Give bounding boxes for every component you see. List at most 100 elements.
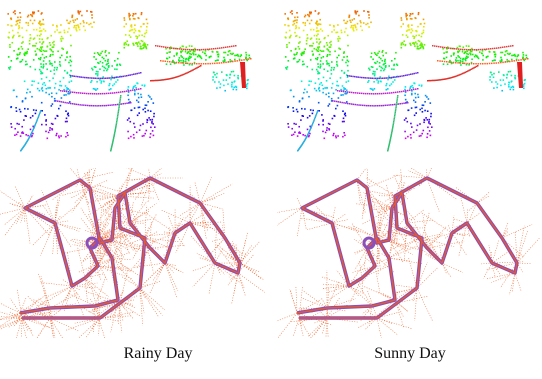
scan-ray	[119, 302, 142, 317]
lidar-point	[367, 104, 370, 107]
lidar-point	[180, 59, 182, 62]
lidar-point	[100, 82, 102, 84]
lidar-point	[137, 45, 139, 47]
scan-ray	[21, 317, 33, 332]
lidar-point	[41, 23, 43, 25]
lidar-point	[141, 84, 143, 87]
lidar-point	[42, 28, 45, 30]
lidar-point	[32, 132, 34, 135]
lidar-point	[185, 62, 188, 65]
lidar-point	[319, 49, 322, 52]
scan-ray	[214, 262, 221, 271]
lidar-point	[459, 59, 461, 62]
lidar-point	[473, 55, 476, 58]
lidar-point	[119, 96, 122, 99]
lidar-point	[163, 46, 165, 48]
lidar-point	[508, 45, 510, 48]
lidar-point	[151, 122, 153, 124]
lidar-point	[354, 103, 356, 106]
scan-ray	[54, 205, 57, 224]
lidar-point	[344, 22, 347, 24]
lidar-point	[131, 29, 134, 31]
lidar-point	[65, 135, 67, 138]
scan-ray	[54, 222, 60, 251]
lidar-point	[248, 54, 250, 57]
lidar-point	[213, 48, 215, 50]
lidar-point	[8, 37, 10, 39]
lidar-point	[31, 115, 34, 117]
lidar-point	[25, 142, 27, 144]
lidar-point	[367, 81, 369, 83]
lidar-point	[29, 65, 32, 68]
scan-ray	[77, 247, 86, 279]
lidar-point	[221, 47, 223, 49]
lidar-point	[367, 11, 370, 13]
lidar-point	[67, 114, 70, 117]
scan-ray	[367, 199, 393, 209]
lidar-point	[122, 75, 124, 78]
lidar-point	[75, 24, 78, 27]
lidar-point	[189, 52, 191, 55]
lidar-point	[110, 150, 112, 152]
lidar-point	[203, 52, 206, 54]
scan-ray	[99, 315, 132, 319]
lidar-point	[129, 74, 131, 76]
lidar-point	[322, 50, 325, 52]
scan-ray	[111, 239, 129, 251]
scan-ray	[99, 233, 109, 244]
lidar-point	[298, 36, 301, 39]
lidar-point	[245, 83, 248, 86]
trajectory-loop	[362, 236, 376, 250]
lidar-point	[311, 125, 313, 127]
lidar-point	[138, 112, 140, 114]
scan-ray	[11, 312, 21, 318]
lidar-point	[314, 82, 317, 84]
lidar-point	[86, 92, 88, 95]
lidar-point	[477, 63, 479, 65]
lidar-point	[525, 54, 527, 57]
lidar-point	[406, 36, 409, 38]
lidar-point	[337, 35, 340, 38]
scan-ray	[89, 247, 92, 282]
scan-ray	[406, 208, 425, 224]
lidar-point	[453, 76, 455, 78]
scan-ray	[132, 262, 166, 268]
lidar-point	[493, 51, 496, 53]
lidar-point	[321, 50, 323, 52]
lidar-point	[298, 42, 300, 44]
lidar-point	[191, 45, 193, 47]
lidar-point	[140, 72, 142, 74]
scan-ray	[404, 222, 408, 246]
lidar-point	[40, 101, 43, 104]
lidar-point	[373, 77, 375, 80]
lidar-point	[184, 62, 187, 64]
scan-ray	[349, 277, 363, 304]
lidar-point	[328, 62, 330, 65]
lidar-point	[475, 63, 477, 65]
lidar-point	[51, 103, 54, 105]
lidar-point	[286, 66, 289, 68]
lidar-point	[357, 92, 359, 94]
lidar-point	[311, 50, 314, 53]
scan-ray	[384, 195, 396, 202]
lidar-point	[149, 119, 152, 121]
lidar-point	[350, 103, 353, 105]
lidar-point	[413, 42, 416, 45]
lidar-point	[209, 62, 211, 65]
scan-ray	[366, 168, 369, 189]
lidar-point	[45, 123, 47, 126]
lidar-point	[319, 60, 322, 62]
lidar-point	[336, 61, 338, 63]
lidar-point	[100, 52, 102, 55]
lidar-point	[114, 92, 116, 94]
scan-ray	[89, 299, 119, 322]
scan-ray	[376, 205, 388, 239]
lidar-point	[91, 67, 93, 70]
scan-ray	[69, 168, 81, 181]
scan-ray	[7, 317, 23, 328]
lidar-point	[21, 131, 24, 133]
lidar-point	[225, 79, 228, 81]
lidar-point	[476, 56, 479, 58]
lidar-point	[93, 66, 96, 68]
lidar-point	[438, 45, 440, 48]
